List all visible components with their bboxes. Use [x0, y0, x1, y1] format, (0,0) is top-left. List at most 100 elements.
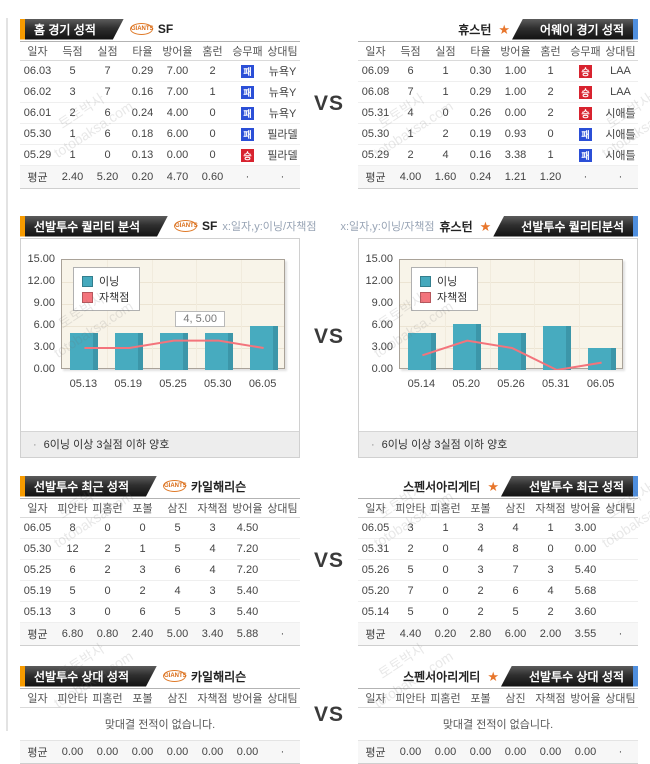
table-cell: 0 [90, 601, 125, 623]
empty-row: 맞대결 전적이 없습니다. [20, 707, 300, 741]
average-cell: 0.60 [195, 165, 230, 189]
h2h-right-table: 일자 피안타 피홈런 포볼 삼진 자책점 방어율 상대팀 맞대결 전적이 없습니다. 평균 0.00… [358, 688, 638, 764]
innings-bar[interactable] [542, 326, 571, 370]
result-cell: 패 [230, 102, 265, 124]
average-row: 평균 0.00 0.00 0.00 0.00 0.00 0.00 · [20, 740, 300, 764]
y-axis-label: 15.00 [365, 253, 393, 265]
stats-table: 일자 피안타 피홈런 포볼 삼진 자책점 방어율 상대팀 06.05 3 1 3 4 1 3.00 05.31… [358, 498, 638, 646]
table-cell: 05.25 [20, 559, 55, 581]
table-row: 05.31 4 0 0.26 0.00 2 승 시애틀 [358, 102, 638, 124]
average-cell: 1.60 [428, 165, 463, 189]
table-cell: 4 [533, 580, 568, 602]
blue-accent-bar [633, 18, 638, 40]
table-cell: 3 [55, 81, 90, 103]
innings-bar[interactable] [453, 323, 482, 370]
column-header: 상대팀 [603, 498, 638, 518]
table-cell: 05.31 [358, 538, 393, 560]
y-axis-label: 12.00 [365, 275, 393, 287]
column-header: 득점 [55, 41, 90, 61]
section-title-banner: 선발투수 퀄리티분석 [493, 215, 638, 237]
table-cell: 1 [55, 144, 90, 166]
h2h-right-panel: 스펜서아리게티 ★ 선발투수 상대 성적 일자 피안타 피홈런 포볼 삼진 자책점 방어율 상… [358, 665, 638, 764]
table-row: 05.20 7 0 2 6 4 5.68 [358, 580, 638, 602]
average-cell: · [603, 165, 638, 189]
table-cell: 06.02 [20, 81, 55, 103]
column-header: 피안타 [393, 498, 428, 518]
table-cell: 6 [90, 123, 125, 145]
table-cell: 6 [55, 559, 90, 581]
average-cell: 0.20 [125, 165, 160, 189]
x-axis-label: 06.05 [248, 378, 277, 390]
y-axis-label: 6.00 [371, 319, 393, 331]
column-header: 일자 [358, 688, 393, 708]
table-cell: 7.00 [160, 60, 195, 82]
v-gridline [151, 260, 153, 368]
average-row: 평균 4.00 1.60 0.24 1.21 1.20 · · [358, 165, 638, 189]
legend-swatch [420, 291, 431, 303]
column-header: 일자 [358, 41, 393, 61]
table-cell: 0.16 [463, 144, 498, 166]
table-cell: 5.40 [230, 601, 265, 623]
home-record-header: 홈 경기 성적 GIANTS SF [20, 18, 300, 40]
result-cell: 승 [568, 60, 603, 82]
average-cell: 0.24 [463, 165, 498, 189]
innings-bar[interactable] [160, 333, 188, 370]
v-gridline [489, 260, 491, 368]
average-cell: 평균 [358, 622, 393, 646]
empty-row: 맞대결 전적이 없습니다. [358, 707, 638, 741]
table-row: 05.29 2 4 0.16 3.38 1 패 시애틀 [358, 144, 638, 166]
note-text: 6이닝 이상 3실점 이하 양호 [381, 439, 508, 451]
table-cell [265, 580, 300, 602]
table-cell [603, 538, 638, 560]
plot-area [61, 259, 285, 370]
section-title: 선발투수 퀄리티분석 [521, 219, 624, 234]
table-header-row: 일자 피안타 피홈런 포볼 삼진 자책점 방어율 상대팀 [358, 688, 638, 708]
table-cell: 0 [428, 580, 463, 602]
legend-label: 자책점 [437, 292, 468, 304]
axis-note: x:일자,y:이닝/자책점 [222, 221, 317, 233]
loss-badge: 패 [579, 148, 592, 162]
table-cell: 4.00 [160, 102, 195, 124]
table-cell: 4.50 [230, 517, 265, 539]
average-row: 평균 6.80 0.80 2.40 5.00 3.40 5.88 · [20, 622, 300, 646]
average-cell: 5.20 [90, 165, 125, 189]
table-cell: 05.20 [358, 580, 393, 602]
vs-label: VS [313, 324, 344, 348]
table-cell: 3 [463, 559, 498, 581]
innings-bar[interactable] [70, 333, 99, 370]
average-cell: 2.80 [463, 622, 498, 646]
table-cell: 3 [195, 601, 230, 623]
blue-accent-bar [633, 475, 638, 497]
result-cell: 승 [568, 102, 603, 124]
table-cell: 5.68 [568, 580, 603, 602]
column-header: 삼진 [498, 688, 533, 708]
table-row: 05.30 12 2 1 5 4 7.20 [20, 538, 300, 560]
table-cell: 06.08 [358, 81, 393, 103]
column-header: 상대팀 [603, 41, 638, 61]
innings-bar[interactable] [115, 333, 144, 370]
table-cell: 6 [90, 102, 125, 124]
innings-bar[interactable] [204, 333, 233, 370]
team-name: 휴스턴 [439, 219, 473, 234]
empty-message: 맞대결 전적이 없습니다. [358, 707, 638, 741]
win-badge: 승 [579, 64, 592, 78]
table-cell: 06.05 [20, 517, 55, 539]
orange-accent-bar [20, 19, 25, 40]
column-header: 상대팀 [265, 688, 300, 708]
loss-badge: 패 [241, 64, 254, 78]
average-cell: 0.00 [125, 740, 160, 764]
table-cell: 5 [160, 601, 195, 623]
section-title: 선발투수 최근 성적 [34, 479, 129, 494]
column-header: 승무패 [568, 41, 603, 61]
table-header-row: 일자 득점 실점 타율 방어율 홈런 승무패 상대팀 [358, 41, 638, 61]
table-cell: 0 [125, 517, 160, 539]
y-axis-label: 6.00 [33, 319, 55, 331]
table-cell: 2 [393, 538, 428, 560]
table-cell: 1 [533, 144, 568, 166]
section-pitcher-recent: 선발투수 최근 성적 GIANTS 카일해리슨 일자 피안타 피홈런 포볼 삼진 자책점 방… [0, 475, 650, 646]
table-cell: 4 [463, 538, 498, 560]
home-record-table: 일자 득점 실점 타율 방어율 홈런 승무패 상대팀 06.03 5 7 0.29 7.00 2 패 뉴욕Y 0… [20, 41, 300, 189]
table-row: 06.02 3 7 0.16 7.00 1 패 뉴욕Y [20, 81, 300, 103]
h2h-left-panel: 선발투수 상대 성적 GIANTS 카일해리슨 일자 피안타 피홈런 포볼 삼진 자책점 방… [20, 665, 300, 764]
table-cell: 05.29 [20, 144, 55, 166]
